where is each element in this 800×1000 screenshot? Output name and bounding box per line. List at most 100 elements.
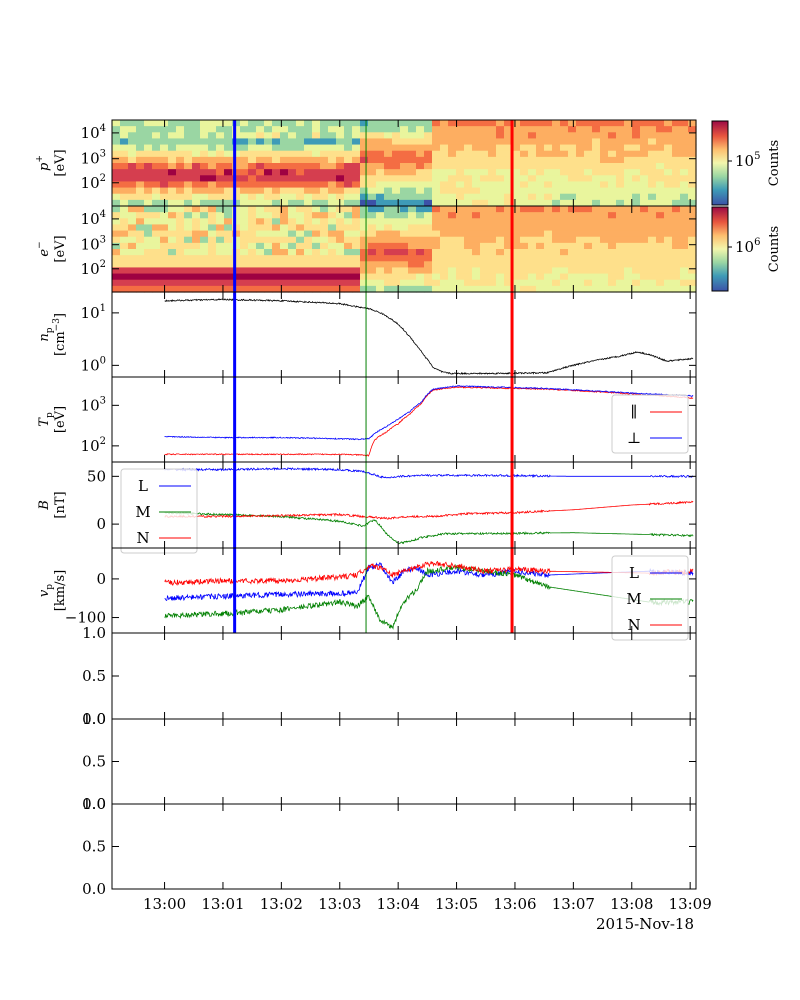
spectrogram-cell <box>504 242 513 250</box>
spectrogram-cell <box>328 249 337 256</box>
spectrogram-cell <box>608 120 617 127</box>
spectrogram-cell <box>360 285 369 293</box>
spectrogram-cell <box>176 150 185 158</box>
time-axis: 13:00 13:01 13:02 13:03 13:04 13:05 13:06 13:07… <box>143 895 712 913</box>
spectrogram-cell <box>624 144 633 152</box>
spectrogram-cell <box>192 236 201 244</box>
spectrogram-cell <box>376 206 385 213</box>
spectrogram-cell <box>280 273 289 281</box>
spectrogram-cell <box>216 242 225 250</box>
spectrogram-cell <box>624 249 633 256</box>
spectrogram-cell <box>232 169 241 176</box>
spectrogram-cell <box>536 169 545 176</box>
spectrogram-cell <box>288 150 297 158</box>
spectrogram-cell <box>312 218 321 226</box>
spectrogram-cell <box>496 120 505 127</box>
spectrogram-cell <box>176 224 185 232</box>
spectrogram-cell <box>400 230 409 238</box>
spectrogram-cell <box>384 261 393 269</box>
spectrogram-cell <box>232 224 241 232</box>
spectrogram-cell <box>112 218 121 226</box>
spectrogram-cell <box>440 156 449 164</box>
spectrogram-cell <box>192 138 201 146</box>
spectrogram-cell <box>400 273 409 281</box>
spectrogram-cell <box>360 279 369 287</box>
spectrogram-cell <box>312 175 321 183</box>
spectrogram-cell <box>392 279 401 287</box>
spectrogram-cell <box>152 163 161 170</box>
spectrogram-cell <box>400 206 409 213</box>
spectrogram-cell <box>400 120 409 127</box>
spectrogram-cell <box>288 242 297 250</box>
spectrogram-cell <box>360 242 369 250</box>
spectrogram-cell <box>480 187 489 195</box>
spectrogram-cell <box>432 187 441 195</box>
spectrogram-cell <box>680 218 689 226</box>
spectrogram-cell <box>552 169 561 176</box>
spectrogram-cell <box>296 206 305 213</box>
spectrogram-cell <box>376 236 385 244</box>
spectrogram-cell <box>392 285 401 293</box>
spectrogram-cell <box>168 193 177 201</box>
spectrogram-cell <box>560 132 569 140</box>
spectrogram-cell <box>280 218 289 226</box>
spectrogram-cell <box>520 249 529 256</box>
spectrogram-cell <box>320 273 329 281</box>
spectrogram-cell <box>440 138 449 146</box>
spectrogram-cell <box>560 212 569 219</box>
spectrogram-cell <box>280 163 289 170</box>
spectrogram-cell <box>448 150 457 158</box>
spectrogram-cell <box>480 273 489 281</box>
spectrogram-cell <box>112 175 121 183</box>
vp-series-L <box>164 562 694 602</box>
spectrogram-cell <box>168 255 177 262</box>
spectrogram-cell <box>600 236 609 244</box>
spectrogram-cell <box>576 199 585 207</box>
spectrogram-cell <box>528 187 537 195</box>
spectrogram-cell <box>424 206 433 213</box>
spectrogram-cell <box>184 150 193 158</box>
spectrogram-cell <box>608 273 617 281</box>
spectrogram-cell <box>384 273 393 281</box>
spectrogram-cell <box>248 255 257 262</box>
spectrogram-cell <box>632 156 641 164</box>
spectrogram-cell <box>440 181 449 189</box>
spectrogram-cell <box>384 230 393 238</box>
spectrogram-cell <box>384 150 393 158</box>
spectrogram-cell <box>352 175 361 183</box>
spectrogram-cell <box>336 279 345 287</box>
spectrogram-cell <box>192 206 201 213</box>
spectrogram-cell <box>584 236 593 244</box>
spectrogram-cell <box>360 187 369 195</box>
spectrogram-cell <box>376 138 385 146</box>
spectrogram-cell <box>304 218 313 226</box>
spectrogram-cell <box>632 279 641 287</box>
spectrogram-cell <box>512 156 521 164</box>
tp-legend: ∥⊥ <box>611 394 689 454</box>
spectrogram-cell <box>656 285 665 293</box>
spectrogram-cell <box>360 236 369 244</box>
spectrogram-cell <box>368 249 377 256</box>
spectrogram-cell <box>224 273 233 281</box>
spectrogram-cell <box>200 156 209 164</box>
spectrogram-cell <box>448 261 457 269</box>
spectrogram-cell <box>592 224 601 232</box>
spectrogram-cell <box>216 120 225 127</box>
spectrogram-cell <box>568 120 577 127</box>
spectrogram-cell <box>192 163 201 170</box>
spectrogram-cell <box>376 150 385 158</box>
spectrogram-cell <box>152 138 161 146</box>
spectrogram-cell <box>608 230 617 238</box>
spectrogram-cell <box>184 212 193 219</box>
tp-frame <box>111 376 697 463</box>
spectrogram-cell <box>232 285 241 293</box>
spectrogram-cell <box>368 230 377 238</box>
spectrogram-cell <box>448 212 457 219</box>
spectrogram-cell <box>432 175 441 183</box>
spectrogram-cell <box>184 230 193 238</box>
spectrogram-cell <box>168 267 177 275</box>
spectrogram-cell <box>168 187 177 195</box>
spectrogram-cell <box>568 132 577 140</box>
spectrogram-cell <box>312 236 321 244</box>
